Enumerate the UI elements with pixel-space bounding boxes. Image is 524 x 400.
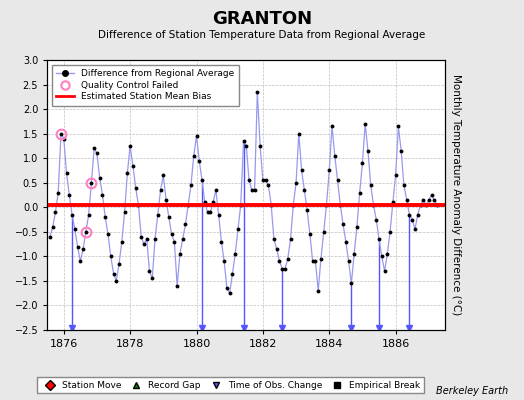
Y-axis label: Monthly Temperature Anomaly Difference (°C): Monthly Temperature Anomaly Difference (… [451,74,461,316]
Text: Difference of Station Temperature Data from Regional Average: Difference of Station Temperature Data f… [99,30,425,40]
Text: Berkeley Earth: Berkeley Earth [436,386,508,396]
Legend: Station Move, Record Gap, Time of Obs. Change, Empirical Break: Station Move, Record Gap, Time of Obs. C… [37,377,424,394]
Text: GRANTON: GRANTON [212,10,312,28]
Legend: Difference from Regional Average, Quality Control Failed, Estimated Station Mean: Difference from Regional Average, Qualit… [52,64,239,106]
